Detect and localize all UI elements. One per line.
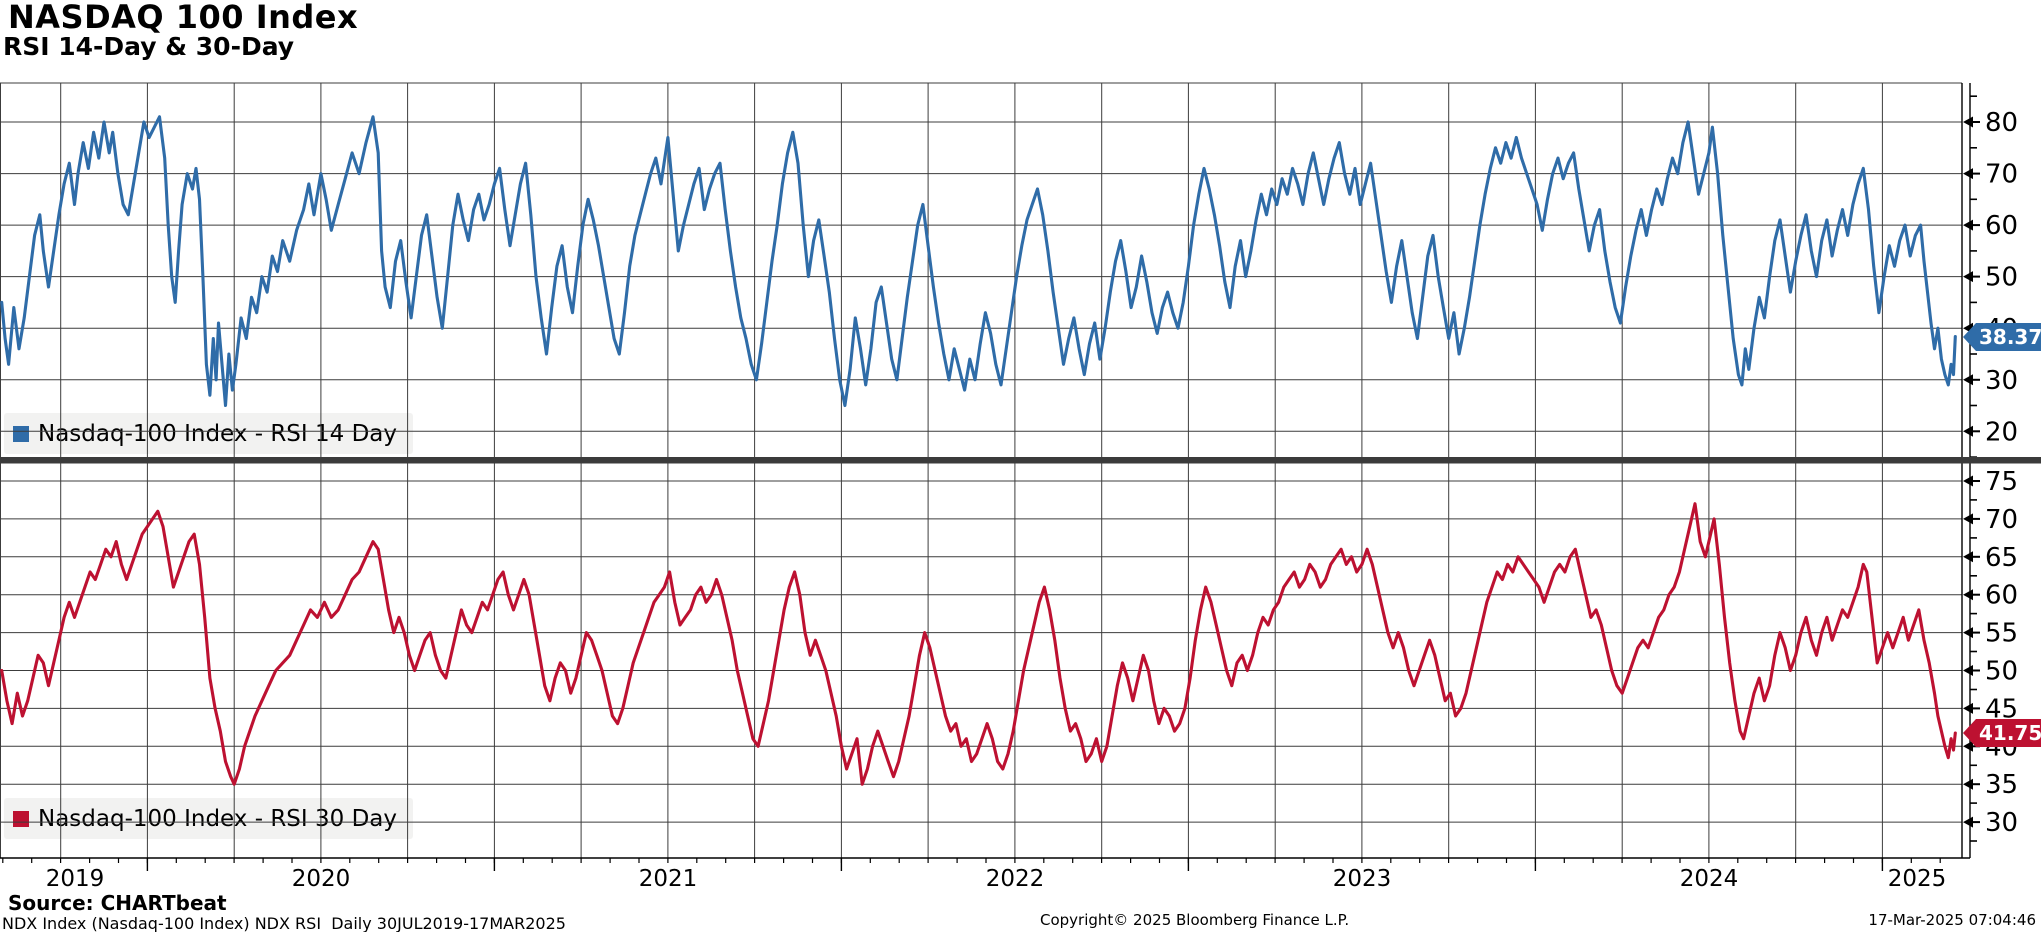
last-value-badge-rsi14: 38.37 <box>1963 323 2041 351</box>
axis-arrow-icon <box>1963 168 1973 180</box>
x-tick-label: 2023 <box>1333 866 1392 892</box>
y-tick-label: 60 <box>1985 211 2018 241</box>
y-tick-label: 65 <box>1985 543 2018 573</box>
x-tick-label: 2020 <box>292 866 351 892</box>
axis-arrow-icon <box>1963 816 1973 828</box>
page-title: NASDAQ 100 Index <box>8 0 359 36</box>
panel-divider <box>0 457 2041 464</box>
x-tick-label: 2021 <box>639 866 698 892</box>
y-tick-label: 50 <box>1985 263 2018 293</box>
last-value-badge-rsi30: 41.75 <box>1963 719 2041 747</box>
x-tick-label: 2022 <box>986 866 1045 892</box>
legend-rsi30-label: Nasdaq-100 Index - RSI 30 Day <box>38 805 397 832</box>
y-tick-label: 75 <box>1985 467 2018 497</box>
axis-arrow-icon <box>1963 219 1973 231</box>
axis-arrow-icon <box>1963 702 1973 714</box>
x-tick-label: 2019 <box>46 866 105 892</box>
y-tick-label: 30 <box>1985 366 2018 396</box>
axis-arrow-icon <box>1963 740 1973 752</box>
series-line-rsi30 <box>0 502 1957 786</box>
legend-rsi14-label: Nasdaq-100 Index - RSI 14 Day <box>38 420 397 447</box>
y-tick-label: 20 <box>1985 417 2018 447</box>
copyright-label: Copyright© 2025 Bloomberg Finance L.P. <box>1040 911 1350 929</box>
x-tick-label: 2024 <box>1680 866 1739 892</box>
axis-arrow-icon <box>1963 116 1973 128</box>
y-tick-label: 55 <box>1985 619 2018 649</box>
rsi14-series-swatch-icon <box>13 425 29 442</box>
y-tick-label: 70 <box>1985 160 2018 190</box>
y-tick-label: 70 <box>1985 505 2018 535</box>
axis-arrow-icon <box>1963 271 1973 283</box>
y-tick-label: 50 <box>1985 657 2018 687</box>
axis-arrow-icon <box>1963 589 1973 601</box>
axis-arrow-icon <box>1963 513 1973 525</box>
y-tick-label: 30 <box>1985 808 2018 838</box>
axis-arrow-icon <box>1963 374 1973 386</box>
source-label: Source: CHARTbeat <box>8 891 227 915</box>
legend-rsi14[interactable]: Nasdaq-100 Index - RSI 14 Day <box>4 413 413 454</box>
y-tick-label: 35 <box>1985 770 2018 800</box>
axis-arrow-icon <box>1963 475 1973 487</box>
axis-arrow-icon <box>1963 551 1973 563</box>
legend-rsi30[interactable]: Nasdaq-100 Index - RSI 30 Day <box>4 798 413 839</box>
axis-arrow-icon <box>1963 425 1973 437</box>
y-tick-label: 60 <box>1985 581 2018 611</box>
axis-arrow-icon <box>1963 665 1973 676</box>
y-tick-label: 80 <box>1985 108 2018 138</box>
x-tick-label: 2025 <box>1888 866 1947 892</box>
axis-arrow-icon <box>1963 778 1973 790</box>
timestamp-label: 17-Mar-2025 07:04:46 <box>1868 911 2036 929</box>
chart-subtitle: RSI 14-Day & 30-Day <box>3 32 295 61</box>
series-line-rsi14 <box>0 115 1957 408</box>
axis-arrow-icon <box>1963 627 1973 639</box>
chart-descriptor: NDX Index (Nasdaq-100 Index) NDX RSI Dai… <box>2 914 566 932</box>
